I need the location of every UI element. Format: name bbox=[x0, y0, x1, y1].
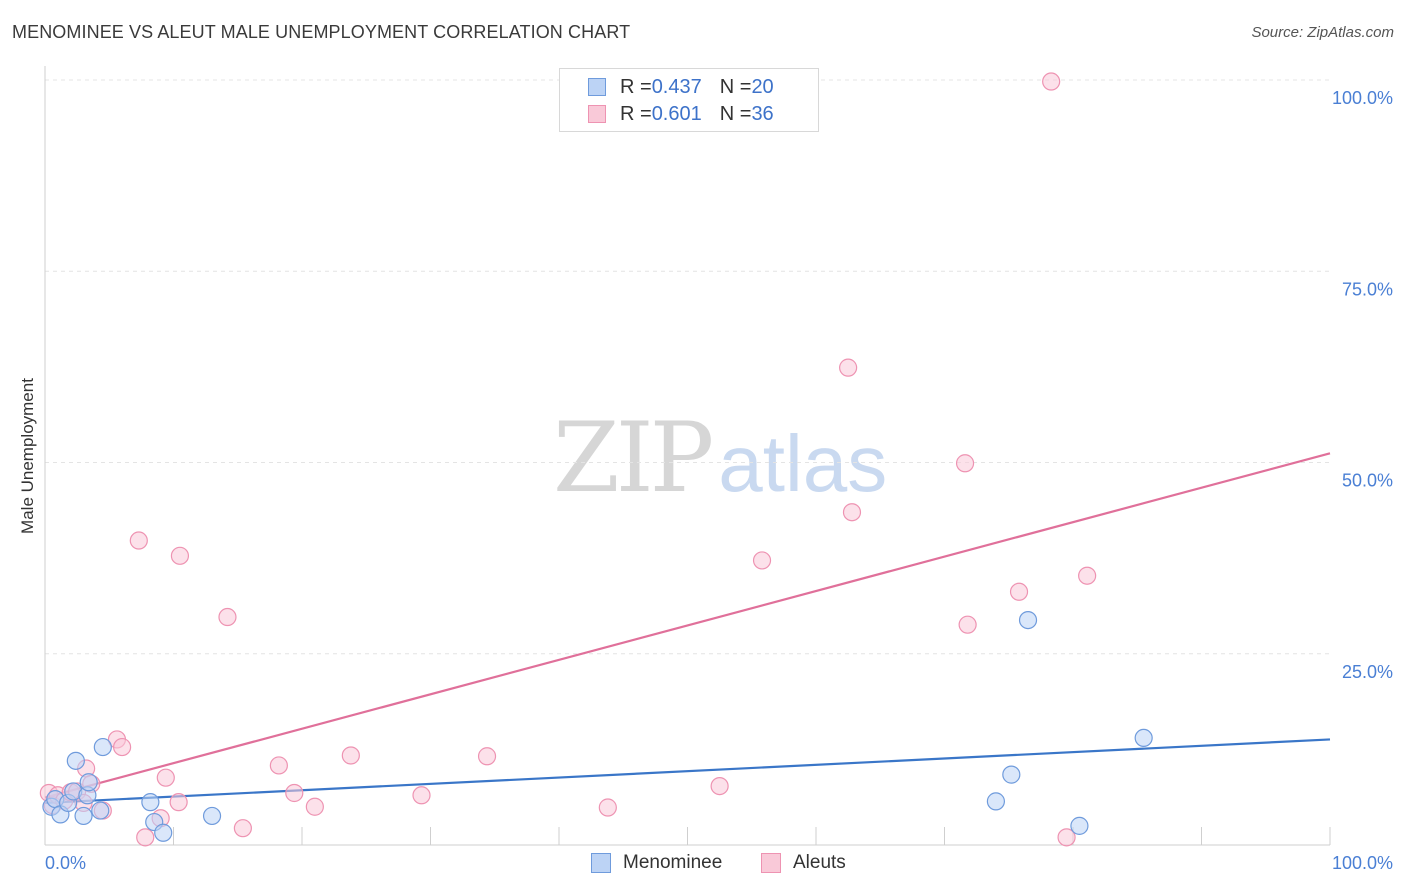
scatter-point-aleuts bbox=[341, 746, 360, 765]
scatter-point-aleuts bbox=[1009, 582, 1029, 601]
legend-r-label: R = bbox=[620, 75, 652, 98]
scatter-point-aleuts bbox=[1057, 828, 1076, 847]
scatter-point-menominee bbox=[74, 806, 93, 826]
bottom-legend-label-menominee: Menominee bbox=[623, 852, 723, 873]
chart-title: MENOMINEE VS ALEUT MALE UNEMPLOYMENT COR… bbox=[12, 22, 631, 42]
scatter-point-aleuts bbox=[839, 358, 858, 377]
watermark: ZIP atlas bbox=[553, 402, 887, 514]
legend-row-menominee: R = 0.437 N = 20 bbox=[588, 75, 774, 99]
scatter-point-menominee bbox=[93, 737, 112, 757]
trend-line-aleuts bbox=[44, 452, 1331, 799]
tick-labels: 25.0% 50.0% 75.0% 100.0% 0.0% 100.0% bbox=[45, 88, 1393, 873]
scatter-point-aleuts bbox=[129, 531, 148, 550]
scatter-point-aleuts bbox=[958, 615, 977, 634]
legend-swatch-menominee bbox=[588, 78, 606, 96]
y-tick-label: 50.0% bbox=[1342, 471, 1393, 491]
legend-swatch-aleuts bbox=[588, 105, 606, 123]
scatter-point-menominee bbox=[66, 751, 85, 770]
scatter-point-aleuts bbox=[598, 798, 617, 817]
scatter-point-aleuts bbox=[169, 793, 188, 812]
scatter-point-aleuts bbox=[752, 551, 772, 570]
legend-n-value: 20 bbox=[751, 75, 774, 98]
legend-r-value: 0.437 bbox=[651, 75, 702, 98]
source-label: Source: ZipAtlas.com bbox=[1251, 24, 1394, 41]
bottom-legend-label-aleuts: Aleuts bbox=[793, 852, 846, 873]
x-tick-label: 100.0% bbox=[1332, 853, 1393, 873]
scatter-point-menominee bbox=[1018, 610, 1038, 630]
scatter-point-aleuts bbox=[1042, 72, 1061, 91]
legend-row-aleuts: R = 0.601 N = 36 bbox=[588, 102, 774, 126]
correlation-legend: R = 0.437 N = 20 R = 0.601 N = 36 bbox=[559, 68, 819, 132]
legend-n-label: N = bbox=[719, 102, 752, 125]
scatter-point-menominee bbox=[141, 793, 160, 812]
bottom-legend-aleuts: Aleuts bbox=[761, 852, 846, 874]
y-tick-label: 25.0% bbox=[1342, 662, 1393, 682]
scatter-point-aleuts bbox=[269, 756, 288, 775]
scatter-point-aleuts bbox=[710, 776, 729, 796]
scatter-point-menominee bbox=[154, 823, 173, 842]
scatter-point-aleuts bbox=[156, 768, 175, 787]
scatter-point-menominee bbox=[202, 806, 222, 826]
watermark-atlas: atlas bbox=[718, 419, 888, 508]
legend-r-value: 0.601 bbox=[651, 102, 702, 125]
legend-n-label: N = bbox=[719, 75, 752, 98]
scatter-point-aleuts bbox=[955, 454, 975, 473]
trend-layer bbox=[44, 452, 1331, 805]
scatter-point-menominee bbox=[986, 792, 1006, 811]
scatter-point-aleuts bbox=[170, 546, 190, 565]
legend-r-label: R = bbox=[620, 102, 652, 125]
scatter-point-aleuts bbox=[112, 737, 132, 757]
y-tick-label: 75.0% bbox=[1342, 279, 1393, 299]
scatter-point-aleuts bbox=[285, 783, 304, 803]
scatter-point-aleuts bbox=[1078, 566, 1097, 585]
grid-layer bbox=[45, 79, 1330, 655]
scatter-point-aleuts bbox=[136, 828, 155, 847]
scatter-point-aleuts bbox=[305, 797, 324, 816]
scatter-point-aleuts bbox=[218, 607, 237, 627]
legend-n-value: 36 bbox=[751, 102, 774, 125]
scatter-point-menominee bbox=[1002, 765, 1021, 784]
trend-line-menominee bbox=[44, 738, 1331, 805]
scatter-point-menominee bbox=[79, 773, 98, 792]
bottom-legend-menominee: Menominee bbox=[591, 852, 722, 874]
scatter-point-menominee bbox=[1070, 816, 1089, 835]
watermark-zip: ZIP bbox=[553, 402, 714, 514]
scatter-point-aleuts bbox=[233, 819, 252, 838]
scatter-point-aleuts bbox=[412, 786, 431, 805]
scatter-point-aleuts bbox=[842, 503, 862, 522]
axis-layer bbox=[44, 66, 1331, 846]
bottom-legend-swatch-aleuts bbox=[761, 853, 781, 873]
y-tick-label: 100.0% bbox=[1332, 88, 1393, 108]
x-tick-label: 0.0% bbox=[45, 853, 86, 873]
scatter-point-aleuts bbox=[477, 747, 497, 766]
scatter-point-menominee bbox=[91, 801, 110, 820]
scatter-point-menominee bbox=[1134, 728, 1153, 748]
bottom-legend-swatch-menominee bbox=[591, 853, 611, 873]
points-layer bbox=[39, 72, 1153, 847]
